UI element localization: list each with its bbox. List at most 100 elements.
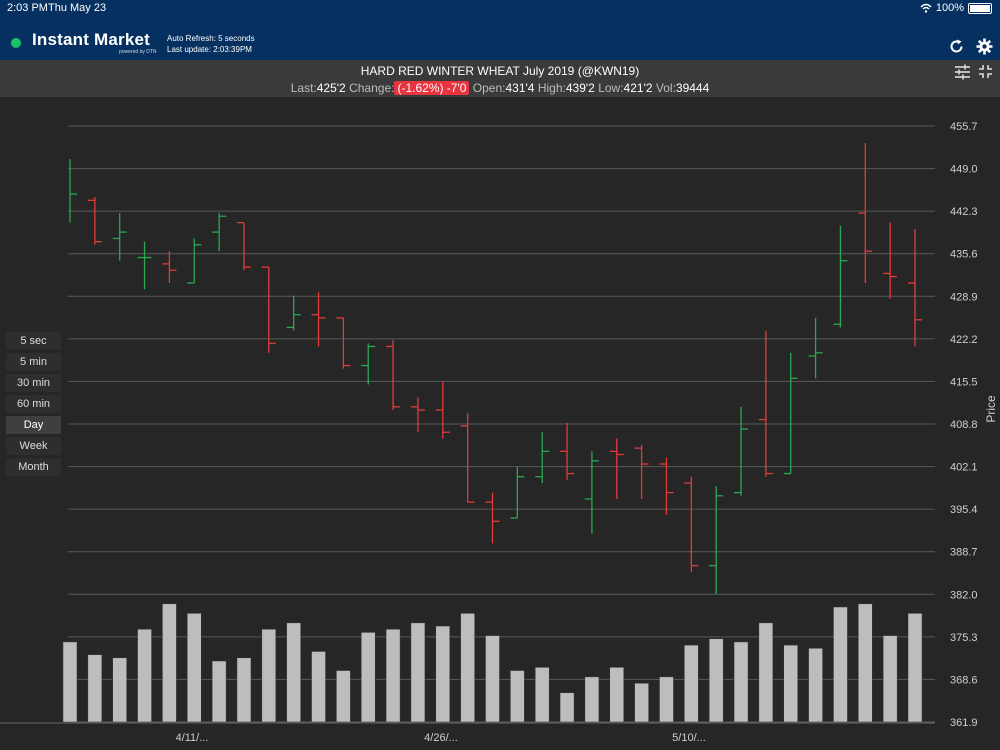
- volume-bar: [634, 682, 649, 723]
- y-tick-label: 435.6: [950, 249, 978, 261]
- price-chart: 455.7 449.0 442.3 435.6 428.9 422.2 415.5 408.8…: [0, 121, 998, 744]
- interval-selector: 5 sec 5 min 30 min 60 min Day Week Month: [6, 332, 61, 479]
- ohlc-bar: [435, 381, 450, 439]
- ohlc-bar: [858, 143, 873, 283]
- last-update-text: Last update: 2:03:39PM: [167, 45, 252, 54]
- volume-bar: [659, 676, 674, 723]
- ohlc-bar: [883, 222, 898, 299]
- interval-5-sec[interactable]: 5 sec: [6, 332, 61, 350]
- x-tick-label: 4/26/...: [424, 732, 458, 744]
- collapse-button[interactable]: [978, 64, 993, 84]
- ohlc-bar: [460, 413, 475, 503]
- refresh-info: Auto Refresh: 5 seconds Last update: 2:0…: [167, 33, 255, 55]
- volume-bar: [559, 692, 575, 723]
- volume-bar: [311, 651, 326, 723]
- ohlc-bar: [734, 406, 749, 496]
- high-label: High:: [537, 81, 566, 95]
- refresh-button[interactable]: [948, 38, 965, 58]
- change-badge: (-1.62%) -7'0: [394, 81, 470, 95]
- ohlc-bar: [386, 340, 401, 411]
- vol-label: Vol:: [655, 81, 676, 95]
- high-value: 439'2: [565, 81, 595, 95]
- interval-60-min[interactable]: 60 min: [6, 395, 61, 413]
- settings-button[interactable]: [976, 38, 993, 58]
- y-tick-label: 402.1: [950, 462, 978, 474]
- ohlc-bar: [535, 432, 550, 484]
- y-tick-label: 388.7: [950, 547, 978, 559]
- ohlc-bar: [783, 352, 798, 475]
- contract-title: HARD RED WINTER WHEAT July 2019 (@KWN19): [360, 64, 640, 78]
- interval-week[interactable]: Week: [6, 437, 61, 455]
- x-tick-label: 4/11/...: [176, 732, 209, 744]
- ohlc-bar: [908, 228, 922, 347]
- app-logo: Instant Market: [32, 30, 151, 49]
- wifi-icon: [920, 3, 932, 13]
- y-tick-label: 395.4: [950, 504, 978, 516]
- ohlc-bar: [236, 221, 251, 271]
- volume-bar: [733, 641, 749, 723]
- live-status-dot: [11, 38, 21, 48]
- low-label: Low:: [598, 81, 624, 95]
- status-right: 100%: [920, 2, 992, 14]
- volume-bar: [882, 635, 898, 723]
- ohlc-bar: [634, 444, 649, 499]
- y-tick-label: 375.3: [950, 632, 978, 644]
- volume-bar: [211, 660, 227, 723]
- ohlc-bar: [659, 457, 674, 515]
- ohlc-bar: [510, 467, 525, 519]
- volume-bar: [684, 644, 699, 723]
- y-tick-label: 449.0: [950, 164, 978, 176]
- interval-month[interactable]: Month: [6, 458, 61, 476]
- status-date: Thu May 23: [48, 2, 107, 14]
- status-time: 2:03 PM: [7, 2, 48, 14]
- volume-bar: [460, 613, 475, 723]
- ohlc-bar: [162, 251, 177, 283]
- x-tick-label: 5/10/...: [672, 732, 706, 744]
- last-value: 425'2: [316, 81, 346, 95]
- y-tick-label: 408.8: [950, 419, 978, 431]
- ohlc-bar: [609, 438, 624, 499]
- ohlc-bar: [336, 317, 351, 369]
- ohlc-bar: [560, 422, 575, 480]
- volume-bar: [336, 670, 351, 723]
- quote-header: HARD RED WINTER WHEAT July 2019 (@KWN19)…: [0, 60, 1000, 97]
- interval-5-min[interactable]: 5 min: [6, 353, 61, 371]
- interval-day[interactable]: Day: [6, 416, 61, 434]
- low-value: 421'2: [623, 81, 653, 95]
- open-label: Open:: [472, 81, 506, 95]
- volume-bar: [87, 654, 103, 723]
- y-tick-label: 428.9: [950, 291, 978, 303]
- volume-bar: [510, 670, 525, 723]
- y-tick-label: 415.5: [950, 376, 978, 388]
- ohlc-bar: [187, 238, 202, 284]
- volume-bar: [162, 603, 177, 723]
- y-axis-label: Price: [984, 395, 998, 423]
- ohlc-bar: [361, 343, 376, 385]
- y-tick-label: 422.2: [950, 334, 978, 346]
- quote-stats: Last:425'2 Change: (-1.62%) -7'0 Open:431…: [0, 81, 1000, 95]
- volume-bar: [758, 622, 774, 723]
- volume-bar: [584, 676, 600, 723]
- collapse-icon: [979, 65, 992, 78]
- chart-settings-button[interactable]: [954, 64, 971, 85]
- status-bar: 2:03 PM Thu May 23 100%: [0, 0, 1000, 16]
- y-tick-label: 455.7: [950, 121, 978, 133]
- volume-bar: [858, 603, 873, 723]
- volume-bar: [435, 625, 451, 723]
- auto-refresh-text: Auto Refresh: 5 seconds: [167, 34, 255, 43]
- volume-bar: [534, 667, 550, 723]
- ohlc-bar: [410, 397, 425, 433]
- y-tick-label: 382.0: [950, 589, 978, 601]
- battery-percent: 100%: [935, 2, 964, 14]
- ohlc-bar: [485, 492, 500, 544]
- ohlc-bar: [112, 213, 127, 261]
- volume-bar: [833, 606, 848, 723]
- volume-bar: [708, 638, 724, 723]
- ohlc-bar: [758, 330, 773, 477]
- ohlc-bar: [311, 292, 326, 347]
- battery-icon: [968, 2, 992, 14]
- ohlc-bar: [584, 451, 599, 534]
- volume-bar: [236, 657, 252, 723]
- interval-30-min[interactable]: 30 min: [6, 374, 61, 392]
- y-tick-label: 368.6: [950, 674, 978, 686]
